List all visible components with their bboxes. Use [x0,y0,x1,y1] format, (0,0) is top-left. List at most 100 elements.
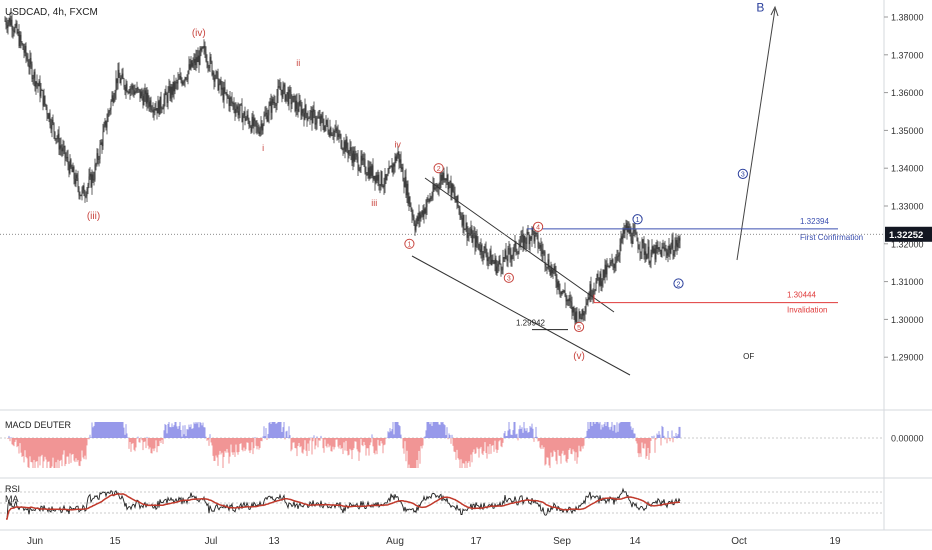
macd-bar-negative [664,438,666,440]
candle-body [15,23,17,27]
macd-bar-positive [262,436,264,438]
macd-bar-negative [30,438,32,462]
macd-bar-negative [226,438,228,449]
macd-bar-negative [64,438,66,467]
macd-bar-negative [292,438,294,443]
macd-bar-positive [679,426,681,438]
candle-body [33,71,35,79]
candle-body [458,206,460,210]
macd-bar-negative [649,438,651,454]
candle-body [392,163,394,173]
candle-body [424,208,426,214]
macd-bar-positive [443,424,445,438]
candle-body [113,98,115,103]
candle-body [632,231,634,244]
macd-bar-negative [571,438,573,455]
candle-body [326,120,328,125]
macd-pane: 0.00000 [0,422,924,468]
candle-body [161,108,163,110]
candle-body [139,89,141,99]
wave-label-blue-circled-circle [673,278,684,289]
candle-body [37,83,39,87]
candle-body [479,249,481,253]
candle-body [599,273,601,286]
macd-bar-positive [202,422,204,438]
candle-body [639,249,641,253]
macd-bar-negative [345,438,347,441]
candle-body [255,120,257,127]
rsi-ma-line [6,493,680,520]
macd-bar-positive [191,428,193,438]
candle-body [464,229,466,230]
candle-body [395,156,397,161]
macd-bar-positive [167,423,169,438]
macd-bar-positive [520,428,522,438]
macd-bar-positive [102,422,104,438]
macd-bar-positive [394,422,396,438]
candle-body [504,250,506,259]
candle-body [81,190,83,196]
macd-bar-negative [669,438,671,442]
candle-body [435,187,437,189]
macd-bar-negative [327,438,329,444]
macd-bar-positive [505,436,507,438]
candle-body [156,108,158,114]
candle-body [72,166,74,173]
candle-body [563,290,565,293]
candle-body [515,241,517,253]
macd-bar-negative [61,438,63,467]
candle-body [231,98,233,104]
candle-body [186,79,188,80]
candle-body [319,116,321,124]
macd-bar-positive [675,433,677,438]
macd-bar-negative [492,438,494,446]
candle-body [146,92,148,104]
macd-bar-negative [65,438,67,464]
macd-bar-positive [435,422,437,438]
macd-bar-negative [381,438,383,444]
candle-body [185,77,187,80]
wave-label-b: B [756,0,764,14]
candle-body [137,87,139,90]
macd-bar-negative [7,438,9,440]
macd-bar-negative [20,438,22,453]
candle-body [132,85,134,90]
candle-body [157,101,159,114]
macd-bar-positive [613,424,615,438]
candle-body [84,195,86,197]
candle-body [509,248,511,255]
macd-bar-negative [366,438,368,449]
candle-body [557,281,559,288]
macd-bar-positive [586,430,588,438]
macd-bar-positive [192,428,194,438]
candle-body [111,95,113,102]
macd-bar-negative [404,438,406,442]
macd-bar-positive [439,424,441,438]
candle-body [562,290,564,293]
macd-bar-negative [315,438,317,446]
macd-bar-positive [603,424,605,438]
candle-body [291,102,293,105]
macd-bar-negative [240,438,242,444]
macd-bar-negative [220,438,222,455]
macd-bar-negative [490,438,492,454]
macd-bar-positive [278,422,280,438]
macd-bar-positive [594,423,596,438]
macd-bar-negative [471,438,473,463]
macd-bar-negative [578,438,580,446]
candle-body [262,124,264,131]
macd-bar-negative [375,438,377,451]
macd-bar-positive [267,434,269,438]
candle-body [409,196,411,207]
candle-body [181,80,183,85]
candle-body [28,65,30,68]
candle-body [483,246,485,258]
macd-bar-positive [263,426,265,438]
macd-bar-negative [476,438,478,448]
candle-body [414,224,416,231]
macd-bar-positive [530,427,532,438]
candle-body [241,104,243,123]
macd-bar-positive [448,433,450,438]
wave-label-red-circled: 1 [407,242,411,249]
macd-bar-positive [172,426,174,438]
